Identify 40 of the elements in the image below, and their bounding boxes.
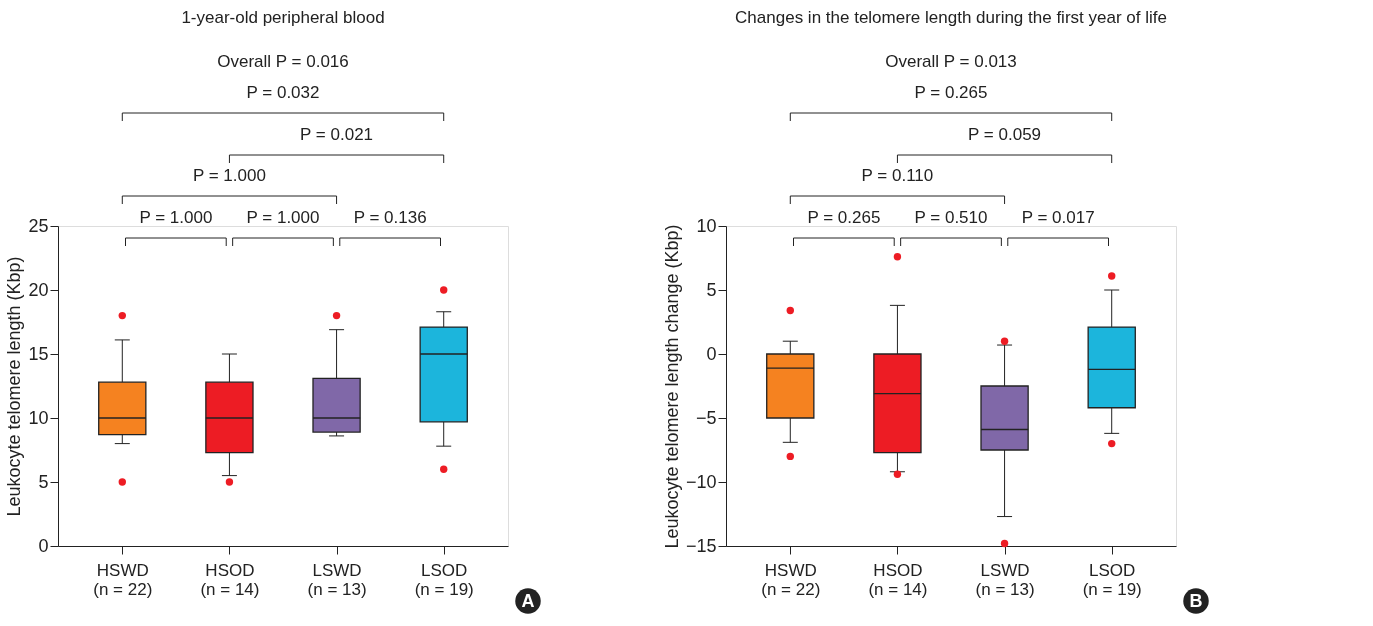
text: P = 0.059 <box>968 125 1042 144</box>
text: Overall P = 0.016 <box>217 52 349 71</box>
text: P = 0.110 <box>861 166 934 185</box>
annotation: P = 0.265 <box>807 208 881 227</box>
chart-title: 1-year-old peripheral blood <box>181 8 385 27</box>
y-tick-label: 0 <box>706 343 717 364</box>
y-tick-label: −10 <box>685 471 717 492</box>
x-tick-label: LSOD (n = 19) <box>1082 560 1142 599</box>
annotation: P = 1.000 <box>139 208 213 227</box>
y-tick-label: 10 <box>696 215 717 236</box>
y-axis-title: Leukocyte telomere length change (Kbp) <box>661 224 682 549</box>
text: Overall P = 0.013 <box>885 52 1017 71</box>
annotation: P = 0.017 <box>1021 208 1095 227</box>
chart-title: Changes in the telomere length during the first year of life <box>735 8 1167 27</box>
x-tick-label: HSWD (n = 22) <box>93 560 153 599</box>
text: P = 0.265 <box>914 83 988 102</box>
y-tick-label: 25 <box>28 215 49 236</box>
y-axis-title: Leukocyte telomere length (Kbp) <box>4 256 25 517</box>
x-tick-label: LSWD (n = 13) <box>307 560 367 599</box>
y-tick-label: 20 <box>28 279 49 300</box>
y-tick-label: 0 <box>38 535 49 556</box>
text: P = 1.000 <box>192 166 266 185</box>
x-tick-label: HSOD (n = 14) <box>200 560 260 599</box>
annotation: P = 0.510 <box>914 208 988 227</box>
y-tick-label: 10 <box>28 407 49 428</box>
text: B <box>1189 591 1203 611</box>
x-tick-label: HSWD (n = 22) <box>761 560 821 599</box>
y-tick-label: −5 <box>695 407 717 428</box>
annotation: P = 0.136 <box>353 208 427 227</box>
y-tick-label: 15 <box>28 343 49 364</box>
y-tick-label: −15 <box>685 535 717 556</box>
x-tick-label: LSOD (n = 19) <box>414 560 474 599</box>
text: P = 0.032 <box>246 83 320 102</box>
text: A <box>521 591 535 611</box>
y-tick-label: 5 <box>38 471 49 492</box>
x-tick-label: LSWD (n = 13) <box>975 560 1035 599</box>
annotation: P = 1.000 <box>246 208 320 227</box>
x-tick-label: HSOD (n = 14) <box>868 560 928 599</box>
y-tick-label: 5 <box>706 279 717 300</box>
text: P = 0.021 <box>300 125 374 144</box>
